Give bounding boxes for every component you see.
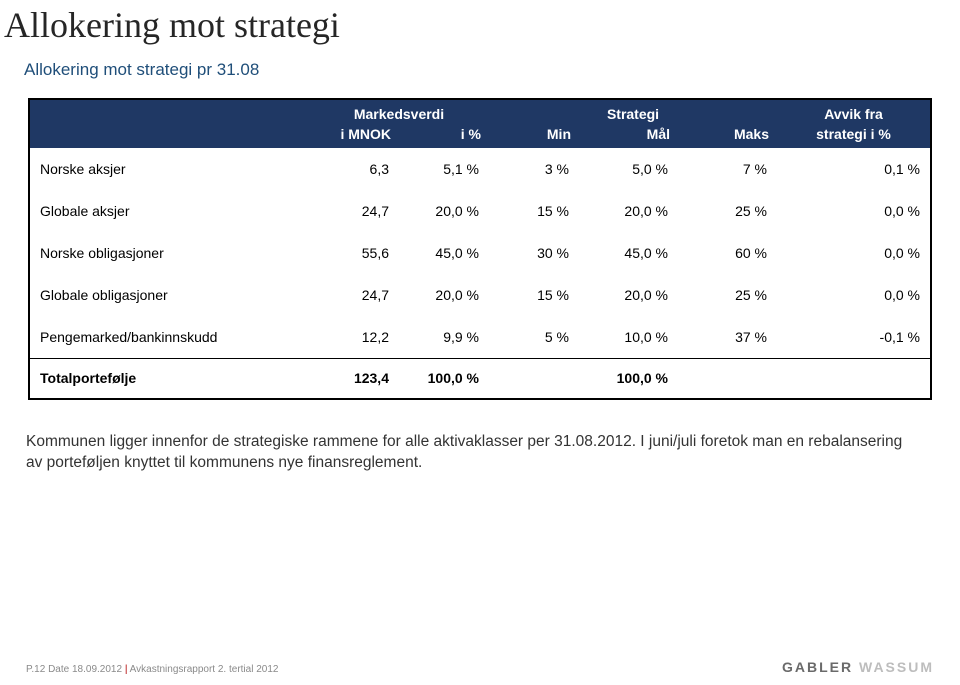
page-title: Allokering mot strategi (0, 0, 960, 46)
total-mnok: 123,4 (309, 358, 399, 398)
cell-mnok: 55,6 (309, 232, 399, 274)
table-row: Globale obligasjoner 24,7 20,0 % 15 % 20… (30, 274, 930, 316)
footer-date-label: Date (48, 664, 69, 675)
hdr-min: Min (489, 122, 579, 148)
allocation-table: Markedsverdi Strategi Avvik fra i MNOK i… (30, 100, 930, 398)
table-row: Globale aksjer 24,7 20,0 % 15 % 20,0 % 2… (30, 190, 930, 232)
footer-page: P.12 (26, 664, 45, 675)
cell-dev: 0,1 % (777, 148, 930, 190)
table-row: Norske aksjer 6,3 5,1 % 3 % 5,0 % 7 % 0,… (30, 148, 930, 190)
cell-dev: 0,0 % (777, 190, 930, 232)
cell-mal: 20,0 % (579, 274, 678, 316)
hdr-mnok: i MNOK (309, 122, 399, 148)
hdr-maks: Maks (678, 122, 777, 148)
cell-pct: 5,1 % (399, 148, 489, 190)
total-pct: 100,0 % (399, 358, 489, 398)
cell-dev: 0,0 % (777, 274, 930, 316)
hdr-pct: i % (399, 122, 489, 148)
cell-maks: 37 % (678, 316, 777, 358)
cell-dev: -0,1 % (777, 316, 930, 358)
allocation-table-container: Markedsverdi Strategi Avvik fra i MNOK i… (28, 98, 932, 400)
hdr-group-strategi: Strategi (489, 100, 777, 122)
cell-min: 3 % (489, 148, 579, 190)
cell-mnok: 24,7 (309, 274, 399, 316)
total-min (489, 358, 579, 398)
page-footer: P.12 Date 18.09.2012 | Avkastningsrappor… (0, 664, 960, 675)
cell-min: 30 % (489, 232, 579, 274)
hdr-name (30, 122, 309, 148)
total-maks (678, 358, 777, 398)
cell-name: Norske obligasjoner (30, 232, 309, 274)
cell-min: 15 % (489, 190, 579, 232)
cell-pct: 9,9 % (399, 316, 489, 358)
footer-brand: GABLER WASSUM (782, 659, 934, 675)
cell-mal: 10,0 % (579, 316, 678, 358)
hdr-group-markedsverdi: Markedsverdi (309, 100, 489, 122)
cell-dev: 0,0 % (777, 232, 930, 274)
cell-mnok: 12,2 (309, 316, 399, 358)
cell-name: Norske aksjer (30, 148, 309, 190)
cell-name: Pengemarked/bankinnskudd (30, 316, 309, 358)
cell-maks: 25 % (678, 274, 777, 316)
cell-mal: 45,0 % (579, 232, 678, 274)
cell-mal: 5,0 % (579, 148, 678, 190)
cell-pct: 20,0 % (399, 190, 489, 232)
page-subtitle: Allokering mot strategi pr 31.08 (0, 46, 960, 80)
table-total-row: Totalportefølje 123,4 100,0 % 100,0 % (30, 358, 930, 398)
hdr-avvik-bottom: strategi i % (777, 122, 930, 148)
cell-min: 15 % (489, 274, 579, 316)
footnote-text: Kommunen ligger innenfor de strategiske … (0, 400, 960, 474)
cell-maks: 7 % (678, 148, 777, 190)
brand-gabler: GABLER (782, 659, 853, 675)
hdr-avvik-top: Avvik fra (777, 100, 930, 122)
cell-mnok: 6,3 (309, 148, 399, 190)
footer-doc: Avkastningsrapport 2. tertial 2012 (130, 664, 279, 675)
cell-mnok: 24,7 (309, 190, 399, 232)
cell-mal: 20,0 % (579, 190, 678, 232)
hdr-mal: Mål (579, 122, 678, 148)
cell-name: Globale obligasjoner (30, 274, 309, 316)
brand-wassum: WASSUM (859, 659, 934, 675)
total-name: Totalportefølje (30, 358, 309, 398)
cell-maks: 25 % (678, 190, 777, 232)
total-mal: 100,0 % (579, 358, 678, 398)
footer-date-value: 18.09.2012 (72, 664, 122, 675)
cell-pct: 45,0 % (399, 232, 489, 274)
cell-name: Globale aksjer (30, 190, 309, 232)
total-dev (777, 358, 930, 398)
table-row: Pengemarked/bankinnskudd 12,2 9,9 % 5 % … (30, 316, 930, 358)
table-row: Norske obligasjoner 55,6 45,0 % 30 % 45,… (30, 232, 930, 274)
cell-maks: 60 % (678, 232, 777, 274)
cell-pct: 20,0 % (399, 274, 489, 316)
hdr-blank-top (30, 100, 309, 122)
cell-min: 5 % (489, 316, 579, 358)
